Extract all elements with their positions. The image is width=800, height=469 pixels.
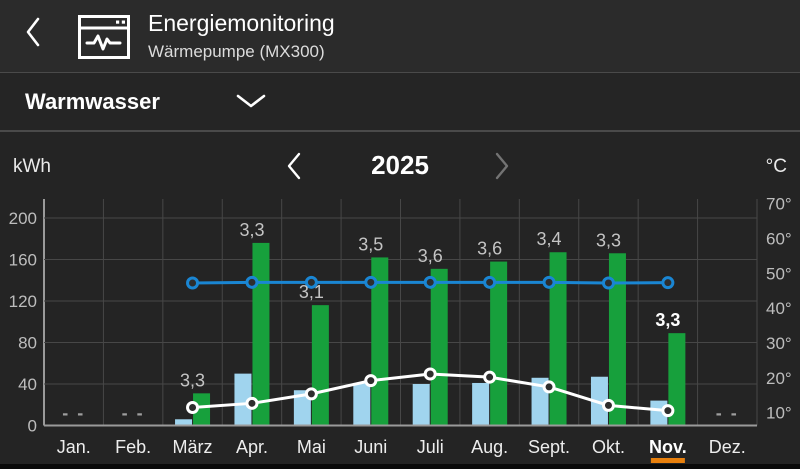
month-label: Aug. [471,437,508,457]
chevron-right-icon [494,152,510,184]
line-blue-temperature [192,280,668,285]
right-axis-unit: °C [765,156,787,177]
line-blue-temperature-marker [661,276,675,290]
line-white-temperature-marker [364,374,378,388]
line-blue-temperature-marker [304,275,318,289]
bars-light-blue-kwh [531,377,549,426]
bars-light-blue-kwh [412,384,430,426]
line-white-temperature-marker [542,380,556,394]
right-axis-tick: 30° [766,334,792,353]
month-label: März [173,437,213,457]
line-white-temperature-marker [601,398,615,412]
line-white-temperature-marker [245,396,259,410]
line-white-temperature-marker [661,404,675,418]
right-axis-tick: 50° [766,264,792,283]
bars-green-kwh [430,268,448,426]
line-blue-temperature-marker [245,275,259,289]
datatype-dropdown[interactable]: Warmwasser [0,73,800,132]
left-axis-tick: 200 [9,209,37,228]
year-label: 2025 [371,150,429,180]
left-axis-tick: 40 [18,375,37,394]
no-data-indicator: - - [716,403,739,423]
bars-light-blue-kwh [353,382,371,426]
right-axis-tick: 10° [766,404,792,423]
right-axis-tick: 60° [766,229,792,248]
bar-value-label: 3,4 [537,229,562,249]
no-data-indicator: - - [62,403,85,423]
right-axis-tick: 20° [766,369,792,388]
header-bar: Energiemonitoring Wärmepumpe (MX300) [0,0,800,73]
month-label: Juni [354,437,387,457]
datatype-dropdown-value: Warmwasser [25,88,160,114]
month-label: Apr. [236,437,268,457]
line-blue-temperature-marker [186,276,200,290]
bar-value-label: 3,3 [180,370,205,390]
line-white-temperature-marker [186,400,200,414]
month-label: Okt. [592,437,625,457]
previous-year-button[interactable] [286,152,306,182]
current-month-underline [650,458,685,463]
bar-value-label: 3,3 [596,230,621,250]
line-blue-temperature-marker [423,275,437,289]
left-axis-unit: kWh [13,156,51,177]
bar-value-label: 3,6 [477,239,502,259]
line-blue-temperature-marker [483,275,497,289]
month-label: Mai [297,437,326,457]
bar-value-label: 3,3 [655,310,680,330]
bars-light-blue-kwh [650,400,668,426]
line-blue-temperature-marker [601,276,615,290]
bars-green-kwh [490,261,508,426]
bar-value-label: 3,1 [299,282,324,302]
bar-value-label: 3,3 [239,220,264,240]
month-label: Jan. [57,437,91,457]
page-title: Energiemonitoring [148,10,335,36]
month-label: Juli [417,437,444,457]
bottom-edge-bar [0,464,800,469]
bars-green-kwh [608,253,626,426]
no-data-indicator: - - [122,403,145,423]
chevron-left-icon [25,17,41,52]
bars-green-kwh [193,393,211,426]
bars-light-blue-kwh [590,376,608,426]
line-blue-temperature-marker [542,275,556,289]
bar-value-label: 3,5 [358,234,383,254]
bar-value-label: 3,6 [418,246,443,266]
bars-green-kwh [252,242,270,426]
left-axis-tick: 160 [9,251,37,270]
chevron-left-icon [286,152,302,184]
bars-light-blue-kwh [175,419,193,426]
bars-light-blue-kwh [234,373,252,426]
line-blue-temperature-marker [364,275,378,289]
month-label: Feb. [115,437,151,457]
month-label: Nov. [649,437,687,457]
left-axis-tick: 120 [9,292,37,311]
bars-green-kwh [311,305,329,426]
bars-green-kwh [549,252,567,426]
next-year-button[interactable] [494,152,514,182]
left-axis-tick: 80 [18,334,37,353]
page-subtitle: Wärmepumpe (MX300) [148,42,325,61]
line-white-temperature-marker [304,387,318,401]
line-white-temperature-marker [423,367,437,381]
left-axis-tick: 0 [28,417,37,436]
chevron-down-icon [236,94,266,114]
month-label: Dez. [709,437,746,457]
bars-light-blue-kwh [293,390,311,426]
month-label: Sept. [528,437,570,457]
right-axis-tick: 70° [766,195,792,214]
energy-monitor-icon [78,15,130,64]
bars-green-kwh [371,257,389,426]
title-block: Energiemonitoring Wärmepumpe (MX300) [148,10,335,62]
right-axis-tick: 40° [766,299,792,318]
bars-light-blue-kwh [472,382,490,426]
bars-green-kwh [668,333,686,426]
line-white-temperature [192,372,669,413]
line-white-temperature-marker [483,370,497,384]
back-button[interactable] [16,12,50,56]
